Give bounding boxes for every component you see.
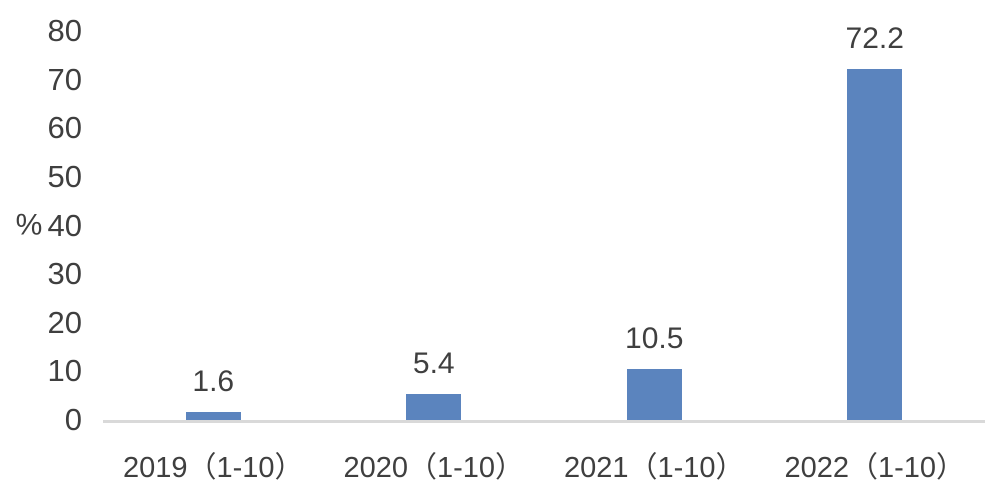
bar-value-label: 5.4 <box>412 346 455 380</box>
x-axis-label: 2020（1-10） <box>343 452 525 484</box>
y-axis-tick-label: 0 <box>64 401 82 437</box>
bar-value-label: 1.6 <box>192 365 235 399</box>
y-axis-tick-label: 60 <box>47 110 82 146</box>
x-axis-label: 2021（1-10） <box>563 452 745 484</box>
bar-value-label: 72.2 <box>845 21 904 55</box>
x-axis-line <box>103 420 985 423</box>
bar <box>406 393 462 420</box>
x-axis-label: 2022（1-10） <box>784 452 966 484</box>
bar-value-label: 10.5 <box>625 321 684 355</box>
y-axis-tick-label: 70 <box>47 61 82 97</box>
y-axis-unit-label: % <box>15 208 43 242</box>
bar <box>185 412 241 420</box>
y-axis-tick-label: 80 <box>47 12 82 48</box>
x-axis-label: 2019（1-10） <box>122 452 304 484</box>
bar <box>847 68 903 420</box>
y-axis-tick-label: 50 <box>47 158 82 194</box>
y-axis-tick-label: 40 <box>47 207 82 243</box>
y-axis-tick-label: 20 <box>47 304 82 340</box>
y-axis-tick-label: 30 <box>47 256 82 292</box>
y-axis-tick-label: 10 <box>47 353 82 389</box>
bar <box>626 368 682 420</box>
